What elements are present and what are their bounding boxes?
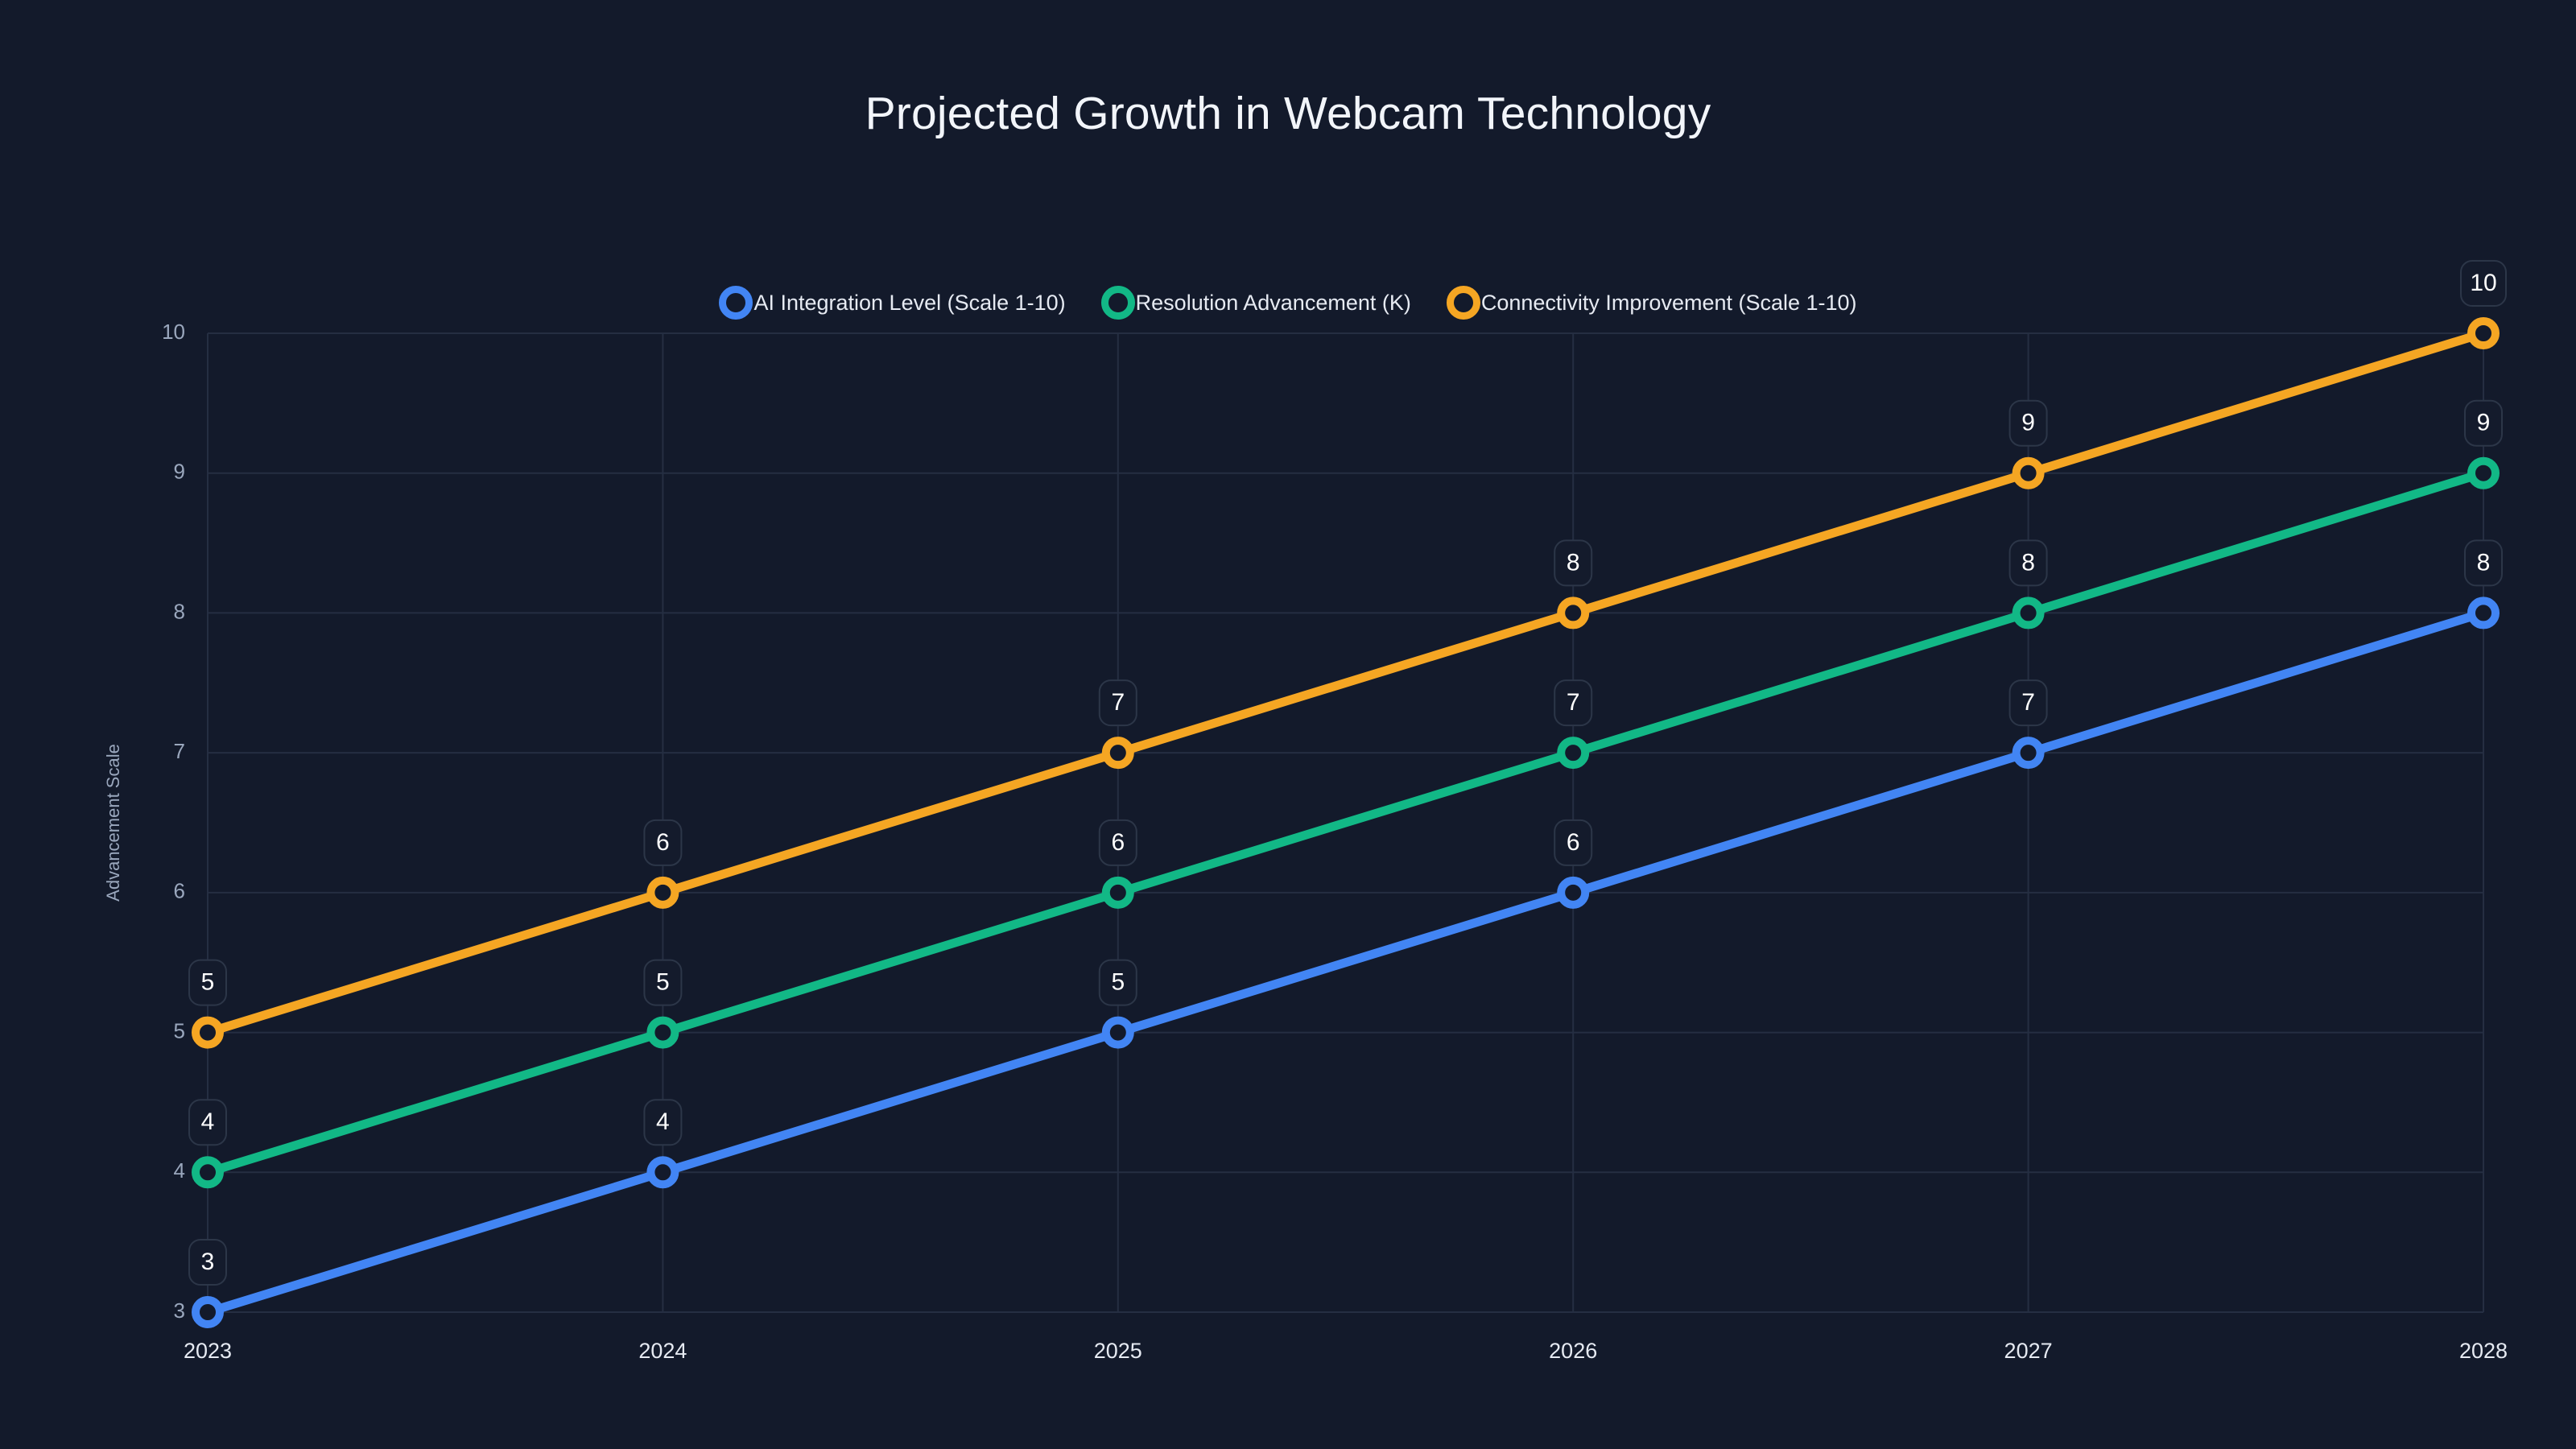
data-point-marker[interactable]: [1101, 876, 1134, 909]
data-point-marker[interactable]: [192, 1016, 224, 1049]
y-axis-tick-label: 6: [174, 879, 185, 903]
data-label-value: 5: [201, 968, 215, 995]
y-axis-title-label: Advancement Scale: [103, 744, 123, 902]
x-axis-tick-label: 2023: [184, 1339, 232, 1363]
y-axis-tick-label: 10: [162, 320, 185, 344]
data-label-value: 3: [201, 1249, 215, 1275]
data-label-value: 7: [2021, 689, 2035, 716]
data-point-marker[interactable]: [2467, 597, 2500, 630]
data-label-badge: [188, 1239, 227, 1286]
y-axis-tick-label: 8: [174, 599, 185, 623]
series-line: [203, 608, 2488, 1317]
data-point-marker[interactable]: [1557, 876, 1590, 909]
data-label-value: 7: [1111, 689, 1125, 716]
data-point-marker[interactable]: [2012, 597, 2045, 630]
data-label-badge: [2008, 399, 2048, 447]
data-label-value: 6: [1111, 829, 1125, 856]
data-point-marker[interactable]: [646, 876, 679, 909]
data-label-value: 9: [2477, 410, 2491, 436]
series-points: [192, 317, 2500, 1328]
data-label-badge: [2460, 260, 2507, 307]
data-point-marker[interactable]: [192, 1156, 224, 1189]
y-axis-ticks: 3 4 5 6 7 8 9 10: [162, 320, 185, 1323]
y-axis-tick-label: 9: [174, 460, 185, 484]
data-label-value: 5: [1111, 968, 1125, 995]
x-axis-tick-label: 2026: [1549, 1339, 1597, 1363]
x-axis-tick-label: 2024: [638, 1339, 687, 1363]
x-axis-ticks: 2023 2024 2025 2026 2027 2028: [184, 1339, 2508, 1363]
data-label-badge: [1554, 679, 1593, 727]
data-label-badge: [188, 1099, 227, 1146]
x-axis-tick-label: 2028: [2459, 1339, 2508, 1363]
series-lines: [203, 328, 2488, 1317]
data-label-value: 6: [1567, 829, 1580, 856]
data-label-value: 8: [2477, 549, 2491, 576]
series-line: [203, 328, 2488, 1038]
data-label-badge: [643, 1099, 683, 1146]
gridlines: [207, 332, 2484, 1313]
data-label-value: 5: [656, 968, 670, 995]
data-point-marker[interactable]: [646, 1016, 679, 1049]
y-axis-tick-label: 5: [174, 1018, 185, 1042]
page-title: Projected Growth in Webcam Technology: [865, 88, 1711, 139]
data-label-value: 6: [656, 829, 670, 856]
data-label-badge: [1098, 679, 1137, 727]
data-point-marker[interactable]: [2467, 317, 2500, 349]
series-line: [203, 469, 2488, 1177]
y-axis-tick-label: 7: [174, 739, 185, 763]
data-label-value: 7: [1567, 689, 1580, 716]
data-label-value: 8: [2021, 549, 2035, 576]
y-axis-tick-label: 3: [174, 1298, 185, 1323]
y-axis-tick-label: 4: [174, 1158, 185, 1183]
data-label-value: 10: [2470, 270, 2496, 296]
data-label-badge: [1554, 819, 1593, 866]
data-point-marker[interactable]: [1557, 597, 1590, 630]
data-label-badge: [188, 959, 227, 1006]
data-label-badge: [2008, 539, 2048, 587]
data-point-marker[interactable]: [2467, 456, 2500, 489]
data-label-badge: [2008, 679, 2048, 727]
data-label-value: 8: [1567, 549, 1580, 576]
point-value-labels: 3 4 5 6 7 8 4 5 6 7 8 9 5 6 7 8 9 10: [188, 260, 2507, 1286]
data-point-marker[interactable]: [646, 1156, 679, 1189]
x-axis-tick-label: 2027: [2004, 1339, 2053, 1363]
data-label-badge: [1098, 819, 1137, 866]
y-axis-title: Advancement Scale: [103, 744, 123, 902]
data-point-marker[interactable]: [192, 1296, 224, 1328]
data-label-value: 9: [2021, 410, 2035, 436]
data-label-badge: [1098, 959, 1137, 1006]
data-label-badge: [2464, 399, 2503, 447]
data-label-badge: [1554, 539, 1593, 587]
data-point-marker[interactable]: [1557, 737, 1590, 770]
data-label-badge: [643, 819, 683, 866]
x-axis-tick-label: 2025: [1094, 1339, 1142, 1363]
data-label-value: 4: [656, 1108, 670, 1135]
data-label-badge: [2464, 539, 2503, 587]
data-point-marker[interactable]: [1101, 737, 1134, 770]
data-point-marker[interactable]: [2012, 737, 2045, 770]
data-point-marker[interactable]: [2012, 456, 2045, 489]
data-label-badge: [643, 959, 683, 1006]
data-point-marker[interactable]: [1101, 1016, 1134, 1049]
data-label-value: 4: [201, 1108, 215, 1135]
